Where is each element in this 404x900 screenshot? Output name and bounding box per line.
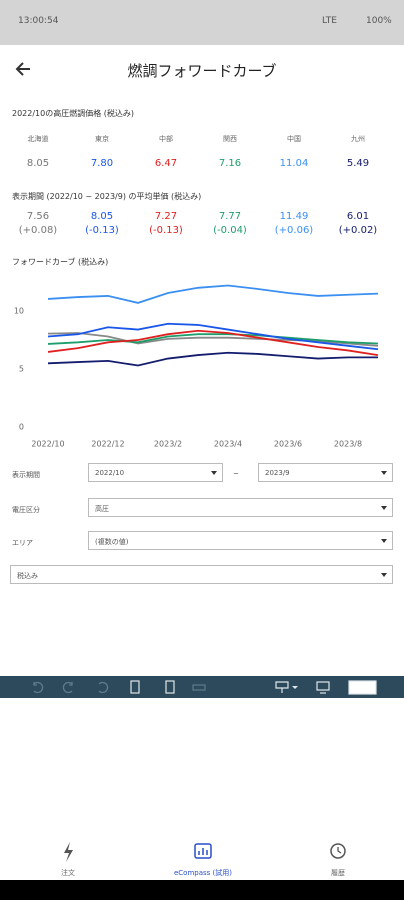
average-change: (+0.06) <box>274 225 314 236</box>
average-price: 8.05 <box>90 211 114 222</box>
status-battery: 100% <box>366 16 392 26</box>
page-title: 燃調フォワードカーブ <box>127 62 277 80</box>
series-line <box>47 333 379 345</box>
status-time: 13:00:54 <box>18 16 59 26</box>
section-heading: 2022/10の高圧燃調価格 (税込み) <box>12 109 135 118</box>
average-change: (-0.13) <box>149 225 183 236</box>
area-select[interactable]: (複数の値) <box>88 531 393 550</box>
toolbar <box>0 676 404 698</box>
area-price: 11.04 <box>279 158 309 169</box>
period-to-select[interactable]: 2023/9 <box>258 463 393 482</box>
period-separator: ~ <box>233 470 239 478</box>
status-bar <box>0 0 404 45</box>
average-price: 6.01 <box>346 211 370 222</box>
series-line <box>47 351 378 367</box>
x-tick-label: 2023/6 <box>274 440 302 449</box>
area-name: 関西 <box>223 135 237 143</box>
average-change: (-0.04) <box>213 225 247 236</box>
average-price: 7.56 <box>26 211 50 222</box>
average-price: 7.77 <box>218 211 242 222</box>
x-tick-label: 2023/8 <box>334 440 362 449</box>
status-network: LTE <box>322 16 337 26</box>
system-bar <box>0 880 404 900</box>
area-label: エリア <box>12 539 33 547</box>
average-change: (+0.02) <box>338 225 378 236</box>
x-tick-label: 2023/2 <box>154 440 182 449</box>
period-label: 表示期間 <box>12 471 40 479</box>
area-name: 北海道 <box>27 135 49 143</box>
nav-ecompass[interactable]: eCompass (試用) <box>173 869 232 877</box>
area-price: 6.47 <box>154 158 178 169</box>
tax-select[interactable]: 税込み <box>10 565 393 584</box>
area-name: 中部 <box>159 135 173 143</box>
chart-title: フォワードカーブ (税込み) <box>12 257 108 267</box>
y-tick-label: 0 <box>19 423 24 432</box>
area-price: 5.49 <box>346 158 370 169</box>
area-price: 7.16 <box>218 158 242 169</box>
y-tick-label: 10 <box>14 307 24 316</box>
average-price: 7.27 <box>154 211 178 222</box>
area-name: 東京 <box>95 135 109 143</box>
y-tick-label: 5 <box>19 365 24 374</box>
area-price: 8.05 <box>26 158 50 169</box>
x-tick-label: 2022/12 <box>91 440 124 449</box>
series-line <box>47 284 379 304</box>
series-line <box>47 329 379 356</box>
average-change: (+0.08) <box>18 225 58 236</box>
voltage-select[interactable]: 高圧 <box>88 498 393 517</box>
back-button[interactable] <box>14 60 34 78</box>
series-line <box>47 332 379 347</box>
period-from-select[interactable]: 2022/10 <box>88 463 223 482</box>
x-tick-label: 2023/4 <box>214 440 242 449</box>
nav-history[interactable]: 履歴 <box>331 869 345 877</box>
chart: フォワードカーブ (税込み) 0 5 10 2022/10 2022/12 2023/2 2… <box>12 257 379 449</box>
series-line <box>47 322 379 351</box>
x-tick-label: 2022/10 <box>31 440 64 449</box>
nav-order[interactable]: 注文 <box>61 869 75 877</box>
area-price: 7.80 <box>90 158 114 169</box>
bottom-nav-icons <box>64 842 346 862</box>
average-change: (-0.13) <box>85 225 119 236</box>
section-heading: 表示期間 (2022/10 ~ 2023/9) の平均単価 (税込み) <box>12 192 202 201</box>
voltage-label: 電圧区分 <box>12 506 40 514</box>
area-name: 九州 <box>351 135 365 143</box>
average-price: 11.49 <box>279 211 309 222</box>
area-name: 中国 <box>287 135 301 143</box>
